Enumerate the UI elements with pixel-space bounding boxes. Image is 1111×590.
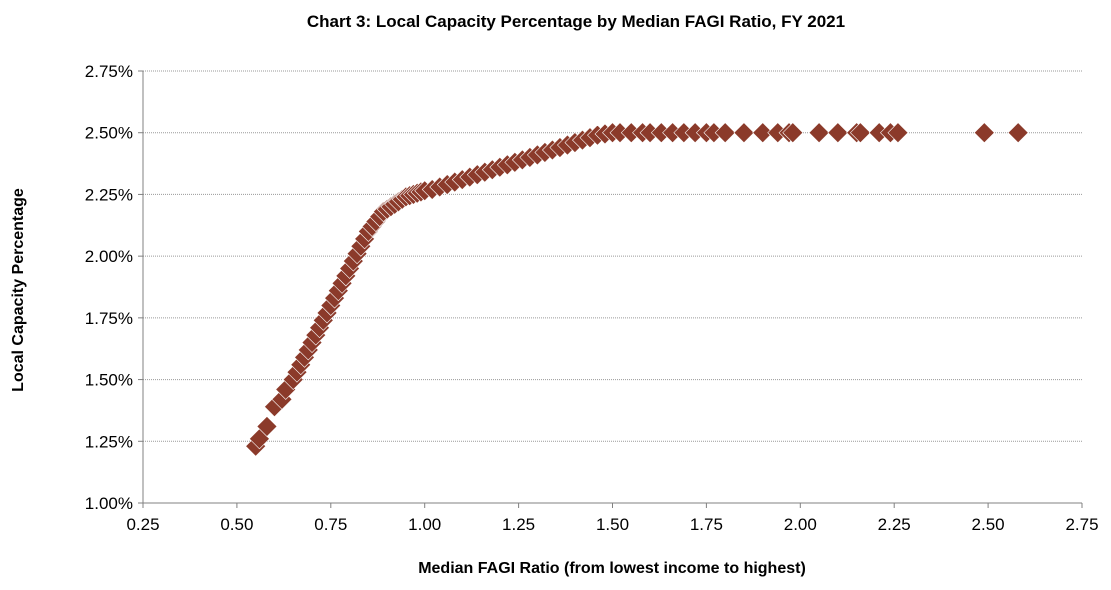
data-point [1007, 122, 1029, 144]
x-tick-label: 2.00 [784, 515, 817, 534]
data-point [733, 122, 755, 144]
y-axis-label: Local Capacity Percentage [10, 188, 27, 392]
data-point [849, 122, 871, 144]
data-point [887, 122, 909, 144]
data-point [782, 122, 804, 144]
y-tick-label: 2.25% [85, 185, 133, 204]
y-tick-label: 1.50% [85, 371, 133, 390]
data-point [808, 122, 830, 144]
x-tick-label: 2.50 [972, 515, 1005, 534]
x-axis-label: Median FAGI Ratio (from lowest income to… [418, 560, 806, 577]
x-tick-label: 0.50 [220, 515, 253, 534]
x-tick-label: 1.25 [502, 515, 535, 534]
y-tick-label: 1.25% [85, 432, 133, 451]
y-tick-label: 1.75% [85, 309, 133, 328]
y-tick-labels: 1.00% 1.25% 1.50% 1.75% 2.00% 2.25% 2.50% 2.75% [85, 62, 133, 513]
chart-title: Chart 3: Local Capacity Percentage by Me… [307, 12, 845, 31]
y-tick-label: 2.00% [85, 247, 133, 266]
x-tick-label: 1.00 [408, 515, 441, 534]
data-point [714, 122, 736, 144]
x-tick-labels: 0.25 0.50 0.75 1.00 1.25 1.50 1.75 2.00 2.25 2.50… [126, 515, 1098, 534]
data-point [752, 122, 774, 144]
y-tick-label: 2.50% [85, 124, 133, 143]
data-point [827, 122, 849, 144]
x-tick-label: 0.25 [126, 515, 159, 534]
y-tick-label: 1.00% [85, 494, 133, 513]
x-tick-label: 2.75 [1065, 515, 1098, 534]
axes [138, 70, 1083, 508]
y-tick-label: 2.75% [85, 62, 133, 81]
data-point [973, 122, 995, 144]
x-tick-label: 0.75 [314, 515, 347, 534]
data-point [256, 416, 278, 437]
data-points [245, 122, 1029, 457]
x-tick-label: 1.75 [690, 515, 723, 534]
x-tick-label: 2.25 [878, 515, 911, 534]
x-tick-label: 1.50 [596, 515, 629, 534]
